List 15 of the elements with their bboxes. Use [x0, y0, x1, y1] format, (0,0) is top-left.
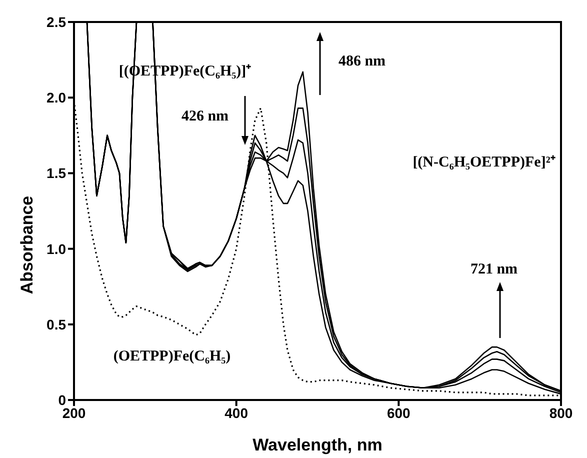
y-tick-label: 1.0 — [46, 240, 66, 257]
annotation: [(N-C₆H₅OETPP)Fe]²⁺ — [412, 154, 556, 170]
annotation: 721 nm — [470, 261, 518, 278]
y-tick-label: 0.5 — [46, 316, 66, 332]
y-tick-label: 2.0 — [46, 90, 66, 106]
x-tick-label: 600 — [386, 404, 411, 421]
x-tick-label: 800 — [549, 404, 573, 421]
x-tick-label: 400 — [224, 404, 248, 421]
annotation: 426 nm — [181, 108, 230, 124]
annotation: (OETPP)Fe(C₆H₅) — [113, 348, 231, 364]
annotation: 486 nm — [338, 53, 386, 70]
y-tick-label: 1.5 — [46, 165, 66, 182]
y-axis-title: Absorbance — [17, 196, 36, 294]
y-tick-label: 2.5 — [46, 14, 66, 30]
x-axis-title: Wavelength, nm — [252, 435, 382, 454]
